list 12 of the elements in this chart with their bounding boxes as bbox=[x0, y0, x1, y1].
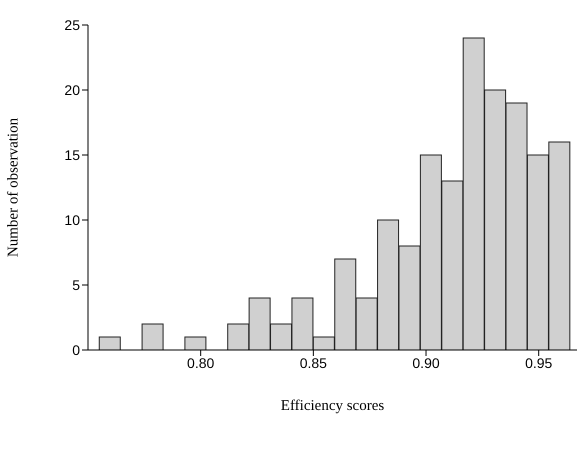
x-tick-label: 0.95 bbox=[525, 354, 553, 371]
y-tick-label: 0 bbox=[72, 342, 80, 358]
x-tick-label: 0.90 bbox=[412, 354, 440, 371]
x-axis-title: Efficiency scores bbox=[280, 398, 384, 414]
y-tick-label: 25 bbox=[64, 16, 80, 33]
y-tick-label: 5 bbox=[72, 276, 80, 293]
x-tick-label: 0.85 bbox=[300, 354, 328, 371]
y-tick-label: 20 bbox=[64, 82, 80, 98]
y-tick-label: 10 bbox=[64, 212, 80, 228]
y-tick-label: 15 bbox=[64, 146, 80, 163]
y-axis-title: Number of observation bbox=[5, 117, 22, 258]
x-tick-label: 0.80 bbox=[187, 354, 215, 371]
